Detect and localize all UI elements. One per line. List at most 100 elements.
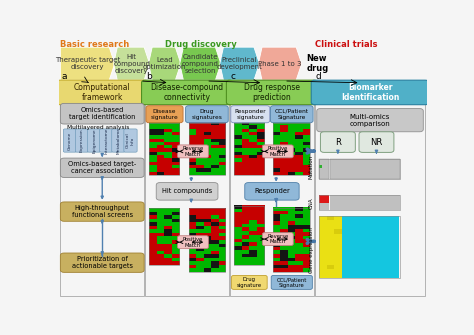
Text: Drug
signatures: Drug signatures bbox=[191, 109, 222, 120]
Bar bbox=[149, 123, 179, 175]
Bar bbox=[189, 208, 225, 272]
FancyBboxPatch shape bbox=[317, 109, 423, 132]
Bar bbox=[319, 216, 400, 277]
Polygon shape bbox=[180, 47, 221, 80]
Text: Clinical trials: Clinical trials bbox=[315, 40, 377, 49]
FancyBboxPatch shape bbox=[227, 80, 318, 105]
FancyBboxPatch shape bbox=[142, 80, 233, 105]
Bar bbox=[319, 195, 400, 210]
FancyBboxPatch shape bbox=[124, 129, 137, 152]
FancyBboxPatch shape bbox=[88, 129, 101, 152]
Text: NR: NR bbox=[370, 138, 383, 147]
Text: Drug discovery: Drug discovery bbox=[165, 40, 237, 49]
FancyBboxPatch shape bbox=[320, 132, 356, 152]
Bar bbox=[319, 195, 329, 203]
FancyBboxPatch shape bbox=[186, 106, 228, 123]
Text: Lead
optimization: Lead optimization bbox=[143, 57, 186, 70]
Bar bbox=[319, 203, 329, 210]
Text: Disease-compound
connectivity: Disease-compound connectivity bbox=[151, 83, 224, 102]
Text: High-throughput
functional screens: High-throughput functional screens bbox=[72, 205, 133, 218]
Text: Mutation: Mutation bbox=[309, 155, 314, 179]
Text: New
drug: New drug bbox=[307, 54, 329, 73]
Text: a: a bbox=[61, 72, 66, 81]
Bar bbox=[230, 104, 314, 295]
Text: Drug
signature: Drug signature bbox=[237, 277, 262, 288]
Text: Reverse
Match: Reverse Match bbox=[267, 234, 289, 245]
FancyBboxPatch shape bbox=[100, 129, 113, 152]
Text: Responder
signature: Responder signature bbox=[235, 109, 266, 120]
Text: Therapeutic target
discovery: Therapeutic target discovery bbox=[55, 57, 120, 70]
Text: d: d bbox=[316, 72, 321, 81]
Bar bbox=[319, 165, 322, 169]
Text: CCL/Patient
Signature: CCL/Patient Signature bbox=[275, 109, 309, 120]
Text: Responder: Responder bbox=[254, 188, 290, 194]
FancyBboxPatch shape bbox=[146, 106, 183, 123]
Text: Interactome: Interactome bbox=[104, 127, 108, 154]
Polygon shape bbox=[60, 47, 115, 80]
Bar bbox=[234, 123, 264, 175]
Text: Multilayered analysis: Multilayered analysis bbox=[67, 125, 129, 130]
Text: Reverse
Match: Reverse Match bbox=[182, 146, 204, 157]
Text: Omics-based
target identification: Omics-based target identification bbox=[69, 107, 136, 120]
Text: Hit
compound
discovery: Hit compound discovery bbox=[113, 54, 150, 74]
Bar bbox=[330, 195, 400, 210]
Polygon shape bbox=[258, 47, 301, 80]
Bar bbox=[234, 206, 264, 265]
Text: CCL/Patient
Signature: CCL/Patient Signature bbox=[277, 277, 307, 288]
Bar bbox=[189, 123, 225, 175]
Text: Preclinical
development: Preclinical development bbox=[217, 57, 263, 70]
FancyBboxPatch shape bbox=[231, 275, 267, 289]
FancyBboxPatch shape bbox=[75, 129, 89, 152]
Bar bbox=[319, 159, 400, 180]
FancyBboxPatch shape bbox=[263, 145, 293, 158]
Bar bbox=[273, 208, 310, 272]
Bar bbox=[149, 208, 179, 265]
Text: Biomarker
Identification: Biomarker Identification bbox=[341, 83, 399, 102]
Text: Metabolome: Metabolome bbox=[117, 127, 120, 154]
Bar bbox=[145, 104, 229, 295]
Text: Clinical
Info: Clinical Info bbox=[126, 133, 135, 148]
FancyBboxPatch shape bbox=[112, 129, 125, 152]
FancyBboxPatch shape bbox=[57, 80, 148, 105]
Bar bbox=[315, 104, 425, 295]
Text: Genome: Genome bbox=[68, 131, 72, 150]
Text: R: R bbox=[335, 138, 341, 147]
Text: CNA: CNA bbox=[309, 197, 314, 208]
Bar bbox=[330, 159, 400, 180]
Text: Positive
Match: Positive Match bbox=[268, 146, 288, 157]
Text: c: c bbox=[231, 72, 236, 81]
FancyBboxPatch shape bbox=[231, 106, 270, 123]
FancyBboxPatch shape bbox=[359, 132, 394, 152]
FancyBboxPatch shape bbox=[311, 80, 429, 105]
Polygon shape bbox=[148, 47, 181, 80]
FancyBboxPatch shape bbox=[156, 183, 218, 200]
FancyBboxPatch shape bbox=[60, 158, 144, 178]
FancyBboxPatch shape bbox=[271, 275, 312, 289]
Text: Epigenome: Epigenome bbox=[92, 128, 96, 153]
Polygon shape bbox=[220, 47, 259, 80]
Text: b: b bbox=[146, 72, 152, 81]
FancyBboxPatch shape bbox=[271, 106, 313, 123]
FancyBboxPatch shape bbox=[60, 104, 144, 124]
FancyBboxPatch shape bbox=[64, 129, 76, 152]
FancyBboxPatch shape bbox=[60, 253, 144, 272]
FancyBboxPatch shape bbox=[245, 183, 299, 200]
FancyBboxPatch shape bbox=[60, 202, 144, 221]
Text: Drug response
prediction: Drug response prediction bbox=[244, 83, 300, 102]
Bar bbox=[273, 123, 310, 175]
FancyBboxPatch shape bbox=[178, 236, 209, 249]
Text: Hit compounds: Hit compounds bbox=[162, 188, 212, 194]
Text: Candidate
compound
selection: Candidate compound selection bbox=[182, 54, 219, 74]
Text: Expression: Expression bbox=[80, 129, 84, 152]
FancyBboxPatch shape bbox=[263, 232, 293, 246]
Text: Disease
signature: Disease signature bbox=[151, 109, 178, 120]
Text: Computational
framework: Computational framework bbox=[74, 83, 131, 102]
Text: Gene expression: Gene expression bbox=[309, 227, 314, 273]
Bar bbox=[60, 104, 144, 295]
Text: Positive
Match: Positive Match bbox=[183, 237, 203, 248]
Text: Phase 1 to 3: Phase 1 to 3 bbox=[258, 61, 302, 67]
Text: Multi-omics
comparison: Multi-omics comparison bbox=[350, 114, 391, 127]
Bar bbox=[319, 159, 329, 180]
Polygon shape bbox=[114, 47, 150, 80]
Text: Prioritization of
actionable targets: Prioritization of actionable targets bbox=[72, 256, 133, 269]
